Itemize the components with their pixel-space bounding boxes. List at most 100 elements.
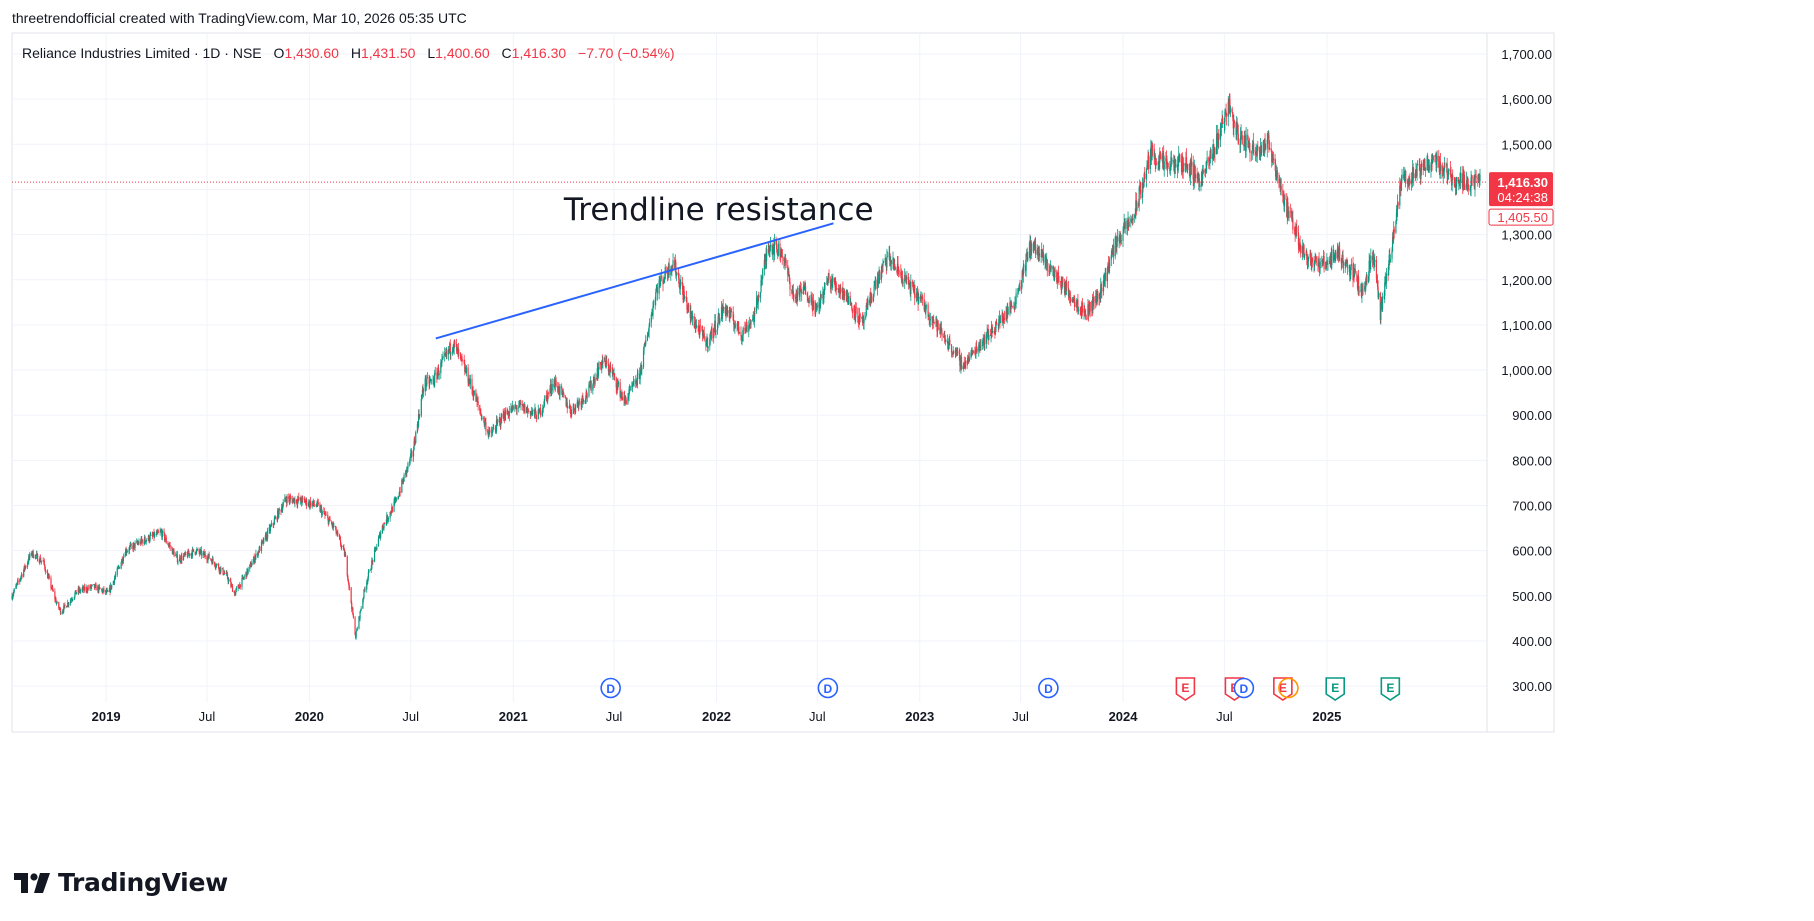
candle-body: [1241, 131, 1243, 136]
candle-body: [1381, 297, 1384, 310]
candle-body: [986, 331, 988, 334]
candle-body: [327, 514, 329, 518]
candle-body: [1279, 180, 1281, 188]
candle-body: [737, 321, 739, 328]
candle-body: [343, 547, 345, 549]
candle-body: [709, 339, 711, 347]
candle-body: [1204, 171, 1207, 173]
candle-body: [47, 572, 49, 579]
candle-body: [414, 441, 416, 445]
candle-body: [1329, 260, 1331, 264]
candle-body: [1151, 145, 1154, 149]
tradingview-logo[interactable]: TradingView: [14, 868, 228, 897]
candle-body: [781, 249, 783, 259]
candle-body: [288, 496, 290, 499]
dividend-marker[interactable]: [1233, 677, 1255, 699]
candle-body: [453, 348, 455, 349]
candle-body: [1131, 218, 1133, 220]
earnings-marker-letter: E: [1181, 681, 1189, 695]
earnings-marker[interactable]: [1380, 677, 1401, 701]
candle-body: [1377, 286, 1379, 298]
candle-body: [1391, 251, 1393, 259]
candle-body: [442, 355, 444, 359]
candle-body: [1295, 231, 1297, 235]
candle-body: [1264, 148, 1267, 150]
candle-body: [1065, 282, 1067, 295]
candle-body: [1459, 172, 1462, 183]
candle-body: [927, 304, 929, 317]
candle-body: [666, 273, 669, 275]
trendline-drawing[interactable]: [435, 222, 834, 340]
candle-body: [302, 497, 304, 499]
candle-body: [633, 380, 635, 382]
candle-body: [142, 540, 144, 544]
candle-body: [98, 586, 101, 588]
candle-body: [94, 584, 96, 588]
dividend-marker[interactable]: [1038, 677, 1059, 699]
candle-body: [1010, 304, 1012, 310]
candle-body: [642, 350, 645, 368]
candle-body: [518, 401, 520, 407]
candle-body: [1424, 159, 1426, 168]
candle-body: [393, 501, 395, 512]
candle-body: [1202, 169, 1204, 174]
candle-body: [1420, 163, 1423, 171]
candle-body: [968, 357, 970, 362]
candle-body: [136, 541, 138, 544]
candle-body: [40, 561, 42, 562]
candle-body: [259, 546, 261, 551]
candle-body: [897, 267, 900, 272]
earnings-marker[interactable]: [1175, 677, 1196, 701]
candle-body: [464, 363, 466, 372]
candle-body: [662, 279, 665, 284]
candle-body: [1007, 312, 1009, 314]
candle-body: [991, 324, 993, 332]
candle-body: [1200, 185, 1202, 188]
candle-body: [518, 406, 520, 409]
dividend-marker[interactable]: [817, 677, 839, 699]
split-marker[interactable]: [1278, 677, 1299, 699]
candle-body: [898, 271, 900, 273]
candle-body: [1373, 254, 1375, 265]
candle-body: [1323, 256, 1325, 270]
x-tick-label: Jul: [809, 709, 826, 724]
candle-body: [1225, 110, 1227, 114]
candle-body: [928, 314, 930, 320]
candle-body: [823, 291, 825, 299]
last-price-tag[interactable]: [1489, 172, 1553, 207]
candle-body: [1068, 292, 1071, 298]
candle-body: [238, 585, 240, 588]
dividend-marker[interactable]: [600, 677, 621, 699]
candle-body: [1391, 236, 1394, 252]
candle-body: [974, 353, 977, 355]
candle-body: [1413, 173, 1415, 179]
candle-body: [1322, 260, 1324, 264]
symbol-title[interactable]: Reliance Industries Limited · 1D · NSE: [22, 45, 262, 61]
candle-body: [719, 318, 721, 323]
candle-body: [1208, 157, 1210, 162]
candle-body: [697, 325, 699, 327]
candle-body: [678, 272, 680, 279]
prev-price-tag[interactable]: [1488, 208, 1554, 226]
candle-body: [47, 576, 49, 579]
candle-body: [1115, 237, 1117, 244]
candle-body: [1409, 178, 1411, 184]
candle-body: [116, 568, 118, 575]
candle-body: [185, 552, 187, 555]
candle-body: [707, 346, 709, 348]
candle-body: [420, 399, 422, 416]
candle-body: [855, 307, 857, 318]
candle-body: [383, 523, 386, 524]
candle-body: [1284, 198, 1286, 200]
candle-body: [150, 534, 152, 536]
candle-body: [19, 579, 21, 582]
candle-body: [1399, 185, 1401, 206]
trendline-annotation-text[interactable]: Trendline resistance: [563, 192, 874, 228]
candle-body: [859, 314, 861, 324]
earnings-marker[interactable]: [1325, 677, 1345, 701]
candle-body: [976, 348, 978, 352]
candle-body: [1165, 158, 1168, 160]
chart-credit: threetrendofficial created with TradingV…: [12, 10, 467, 26]
candle-body: [886, 256, 888, 268]
